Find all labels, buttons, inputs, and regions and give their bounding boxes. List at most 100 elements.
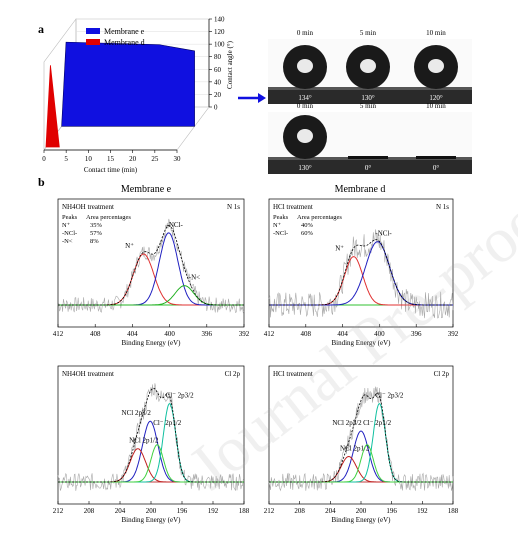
raw-spectrum: [57, 383, 245, 491]
y-tick-label: 20: [214, 91, 222, 99]
spread-film: [348, 156, 388, 159]
core-level-label: Cl 2p: [434, 370, 450, 378]
column-title-membrane-d: Membrane d: [335, 184, 386, 195]
peak-label: NCl 2p3/2: [122, 409, 152, 417]
droplet-highlight: [428, 59, 444, 73]
legend-label: Membrane e: [104, 27, 145, 36]
time-label: 0 min: [297, 102, 314, 110]
fit-envelope: [58, 225, 244, 306]
time-label: 5 min: [360, 102, 377, 110]
x-tick-label: 400: [164, 330, 175, 338]
angle-label: 0°: [433, 164, 440, 172]
table-header-area: Area percentages: [297, 214, 342, 221]
table-cell-peak: -N<: [62, 238, 73, 245]
droplet-highlight: [360, 59, 376, 73]
table-cell-percent: 8%: [90, 238, 99, 245]
peak-label: Cl⁻ 2p1/2: [153, 419, 182, 427]
substrate: [268, 89, 472, 104]
x-tick-label: 0: [42, 155, 46, 163]
x-tick-label: 192: [417, 507, 428, 515]
fit-peak: [58, 285, 244, 306]
legend-swatch: [86, 28, 100, 34]
core-level-label: N 1s: [436, 203, 449, 211]
raw-spectrum: [268, 229, 454, 319]
angle-label: 120°: [429, 94, 443, 102]
table-cell-percent: 57%: [90, 230, 103, 237]
x-axis-label: Binding Energy (eV): [122, 516, 182, 524]
x-tick-label: 392: [239, 330, 250, 338]
peak-label: -NCl-: [375, 230, 392, 238]
fit-envelope: [269, 239, 453, 306]
x-tick-label: 404: [127, 330, 138, 338]
x-axis-label: Binding Energy (eV): [332, 339, 392, 347]
x-tick-label: 396: [411, 330, 422, 338]
spread-film: [416, 156, 456, 159]
peak-label: Cl⁻ 2p1/2: [363, 419, 392, 427]
peak-label: NCl 2p3/2: [332, 419, 362, 427]
xps-panel-b2: N⁺ -NCl- HCl treatment N 1s Peaks Area percen…: [264, 198, 459, 347]
x-tick-label: 392: [448, 330, 459, 338]
x-tick-label: 208: [84, 507, 95, 515]
table-cell-percent: 40%: [301, 222, 314, 229]
y-tick-label: 0: [214, 104, 218, 112]
x-tick-label: 10: [85, 155, 93, 163]
treatment-label: HCl treatment: [273, 370, 313, 378]
series-area-membrane-d: [45, 65, 60, 148]
angle-label: 0°: [365, 164, 372, 172]
fit-envelope: [269, 392, 453, 483]
column-title-membrane-e: Membrane e: [121, 184, 172, 195]
x-tick-label: 25: [151, 155, 159, 163]
y-tick-label: 80: [214, 53, 222, 61]
time-label: 5 min: [360, 29, 377, 37]
x-tick-label: 400: [374, 330, 385, 338]
table-cell-peak: N⁺: [62, 222, 70, 229]
time-label: 10 min: [426, 102, 446, 110]
table-cell-percent: 35%: [90, 222, 103, 229]
angle-label: 130°: [298, 164, 312, 172]
x-tick-label: 188: [239, 507, 250, 515]
legend-label: Membrane d: [104, 38, 145, 47]
core-level-label: N 1s: [227, 203, 240, 211]
table-header-peaks: Peaks: [273, 214, 289, 221]
x-tick-label: 408: [301, 330, 312, 338]
x-tick-label: 30: [174, 155, 182, 163]
x-tick-label: 204: [115, 507, 126, 515]
x-tick-label: 196: [386, 507, 397, 515]
panel-label-a: a: [38, 22, 44, 36]
x-tick-label: 200: [146, 507, 157, 515]
x-tick-label: 212: [53, 507, 64, 515]
x-tick-label: 212: [264, 507, 275, 515]
x-tick-label: 412: [53, 330, 64, 338]
peak-label: N⁺: [335, 245, 344, 253]
y-axis-label: Contact angle (°): [226, 40, 234, 89]
legend: Membrane e Membrane d: [86, 27, 145, 47]
x-tick-label: 196: [177, 507, 188, 515]
y-tick-label: 120: [214, 28, 225, 36]
x-tick-label: 204: [325, 507, 336, 515]
y-tick-label: 140: [214, 16, 225, 24]
peak-label: N⁺: [125, 242, 134, 250]
xps-panel-b3: NCl 2p3/2 NCl 2p1/2 Cl⁻ 2p3/2 Cl⁻ 2p1/2 NH4O…: [53, 365, 250, 524]
treatment-label: HCl treatment: [273, 203, 313, 211]
panel-a-contact-angle-chart: a 0 5 10 15 20 25 30 Contact time (min) 0 20 40 60 80…: [38, 16, 266, 174]
peak-label: NCl 2p1/2: [340, 445, 370, 453]
droplet-highlight: [297, 59, 313, 73]
core-level-label: Cl 2p: [225, 370, 241, 378]
x-tick-label: 192: [208, 507, 219, 515]
x-tick-label: 20: [129, 155, 137, 163]
peak-label: -N<: [189, 274, 200, 282]
peak-label: -NCl-: [166, 221, 183, 229]
angle-label: 130°: [361, 94, 375, 102]
x-tick-label: 188: [448, 507, 459, 515]
x-tick-label: 412: [264, 330, 275, 338]
x-tick-label: 15: [107, 155, 115, 163]
table-cell-peak: -NCl-: [273, 230, 288, 237]
fit-envelope: [58, 387, 244, 483]
table-header-peaks: Peaks: [62, 214, 78, 221]
table-cell-percent: 60%: [301, 230, 314, 237]
x-tick-label: 396: [202, 330, 213, 338]
